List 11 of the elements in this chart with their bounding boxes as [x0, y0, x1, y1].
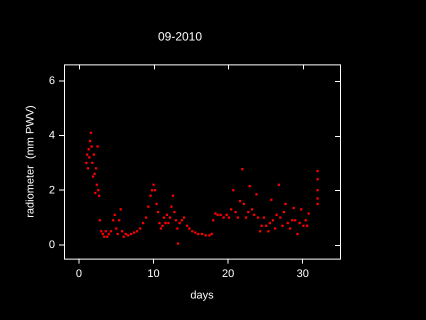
x-axis-title: days	[190, 289, 214, 302]
x-tick-label: 10	[147, 268, 160, 280]
y-tick-label: 4	[48, 130, 55, 142]
chart-title: 09-2010	[158, 30, 202, 44]
x-tick-label: 0	[76, 268, 82, 280]
y-tick-label: 0	[48, 238, 55, 251]
x-tick-label: 20	[222, 268, 234, 280]
x-tick-label: 30	[296, 268, 309, 280]
y-tick-label: 2	[48, 184, 55, 196]
y-axis-title: radiometer (mm PWV)	[24, 105, 37, 218]
y-tick-label: 6	[48, 74, 55, 87]
